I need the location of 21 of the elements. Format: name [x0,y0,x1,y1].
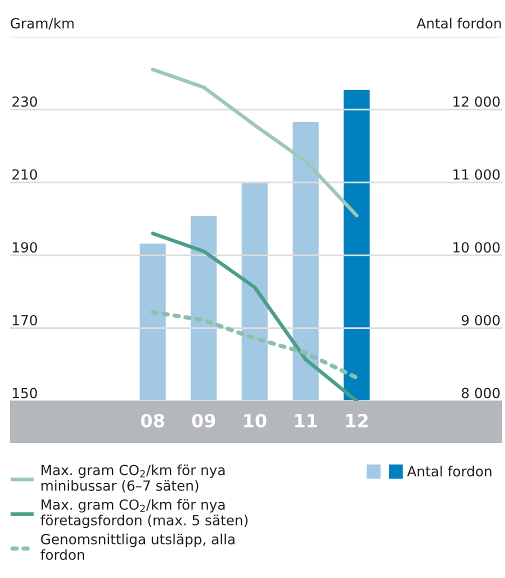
x-tick-label: 09 [192,414,216,428]
legend-label: Max. gram CO$_{2}$/km för nya företagsfordon (max. 5 säten) [40,499,248,528]
y2-tick-label: 11 000 [454,169,500,180]
y-tick-label: 170 [12,314,37,326]
y-tick-label: 150 [12,388,37,398]
y2-axis-title: Antal fordon [416,18,501,29]
y-tick-label: 210 [12,169,37,180]
y-tick-label: 190 [12,242,37,253]
legend-label: Genomsnittliga utsläpp, alla fordon [40,534,234,560]
y-axis-title: Gram/km [10,18,74,30]
x-tick-label: 11 [295,414,318,428]
y2-tick-label: 9 000 [462,314,500,326]
y2-tick-label: 10 000 [454,242,500,253]
x-tick-label: 08 [141,414,164,428]
y2-tick-label: 12 000 [454,96,500,107]
y2-tick-label: 8 000 [462,388,500,398]
legend-label: Max. gram CO$_{2}$/km för nya minibussar (6–7 säten) [42,464,225,492]
x-tick-label: 12 [346,414,368,428]
y-tick-label: 230 [12,96,37,107]
legend-label: Antal fordon [407,466,492,477]
x-tick-label: 10 [244,414,266,428]
